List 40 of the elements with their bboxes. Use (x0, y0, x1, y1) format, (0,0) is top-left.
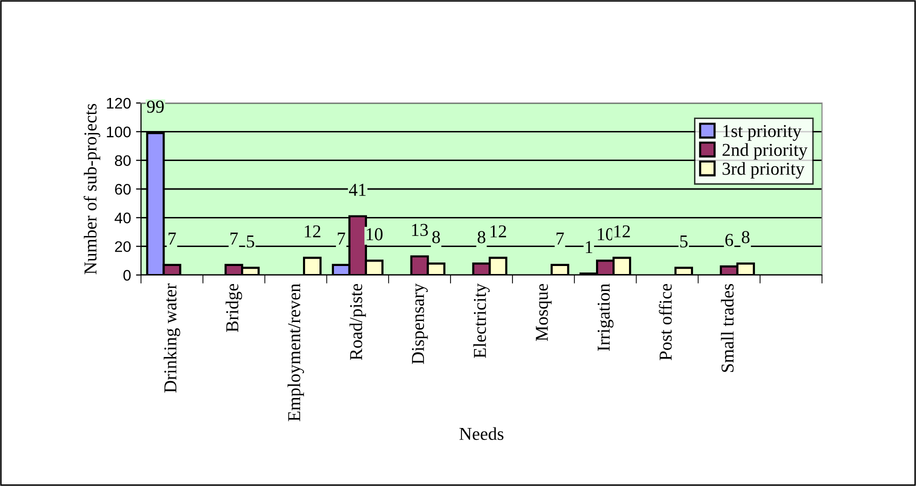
x-tick-label: Road/piste (349, 284, 366, 360)
data-label: 12 (490, 225, 506, 238)
data-label: 12 (304, 225, 320, 238)
x-tick-label: Bridge (226, 284, 242, 332)
legend-label: 1st priority (723, 124, 802, 141)
y-tick-label: 20 (115, 241, 131, 252)
y-tick-label: 100 (106, 126, 131, 138)
data-label: 12 (614, 225, 630, 238)
legend-label: 3rd priority (722, 162, 804, 179)
y-tick-label: 0 (123, 270, 131, 281)
x-tick-label: Electricity (473, 283, 490, 358)
data-label: 99 (147, 100, 164, 113)
y-axis-title: Number of sub-projects (84, 104, 100, 274)
data-label: 5 (246, 236, 254, 248)
y-tick-label: 80 (114, 155, 131, 166)
x-axis-title: Needs (459, 427, 504, 440)
legend-label: 2nd priority (722, 143, 808, 160)
data-label: 10 (366, 228, 383, 240)
x-tick-label: Small trades (720, 284, 734, 372)
data-label: 5 (680, 236, 688, 248)
y-tick-label: 120 (106, 98, 131, 109)
y-tick-label: 60 (115, 184, 131, 195)
data-label: 7 (168, 232, 176, 244)
x-tick-label: Mosque (536, 284, 552, 341)
x-tick-label: Employment/reven (288, 284, 304, 422)
x-tick-label: Irrigation (598, 284, 614, 351)
x-tick-label: Drinking water (164, 283, 180, 393)
data-label: 13 (412, 224, 428, 236)
data-label: 7 (338, 232, 346, 244)
x-tick-label: Post office (658, 284, 672, 360)
data-label: 8 (432, 231, 440, 244)
data-label: 7 (556, 232, 564, 244)
data-label: 8 (742, 231, 750, 244)
data-label: 41 (349, 184, 366, 196)
data-label: 7 (230, 232, 238, 244)
y-tick-label: 40 (114, 212, 131, 224)
data-label: 8 (478, 231, 486, 244)
x-tick-label: Dispensary (412, 283, 428, 364)
data-label: 6 (725, 234, 734, 246)
data-label: 1 (586, 241, 592, 254)
